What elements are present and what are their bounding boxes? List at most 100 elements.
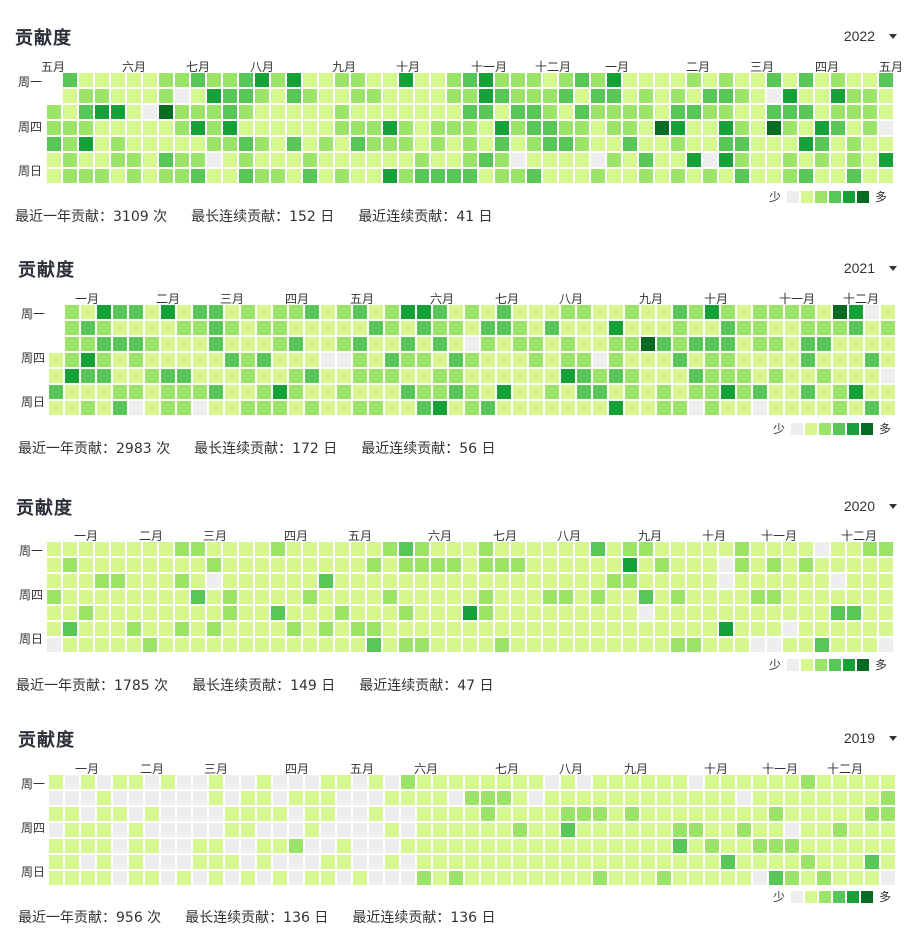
contribution-cell[interactable] (671, 638, 685, 652)
contribution-cell[interactable] (721, 385, 735, 399)
contribution-cell[interactable] (129, 871, 143, 885)
contribution-cell[interactable] (623, 153, 637, 167)
contribution-cell[interactable] (385, 839, 399, 853)
contribution-cell[interactable] (815, 574, 829, 588)
contribution-cell[interactable] (431, 638, 445, 652)
contribution-cell[interactable] (705, 305, 719, 319)
contribution-cell[interactable] (143, 622, 157, 636)
contribution-cell[interactable] (305, 807, 319, 821)
contribution-cell[interactable] (305, 401, 319, 415)
contribution-cell[interactable] (463, 574, 477, 588)
contribution-cell[interactable] (129, 775, 143, 789)
contribution-cell[interactable] (353, 791, 367, 805)
contribution-cell[interactable] (833, 385, 847, 399)
contribution-cell[interactable] (143, 590, 157, 604)
contribution-cell[interactable] (401, 791, 415, 805)
contribution-cell[interactable] (625, 353, 639, 367)
contribution-cell[interactable] (271, 121, 285, 135)
contribution-cell[interactable] (625, 839, 639, 853)
contribution-cell[interactable] (367, 121, 381, 135)
contribution-cell[interactable] (431, 590, 445, 604)
contribution-cell[interactable] (575, 105, 589, 119)
contribution-cell[interactable] (449, 855, 463, 869)
contribution-cell[interactable] (449, 337, 463, 351)
contribution-cell[interactable] (65, 823, 79, 837)
contribution-cell[interactable] (449, 807, 463, 821)
contribution-cell[interactable] (159, 622, 173, 636)
contribution-cell[interactable] (81, 321, 95, 335)
year-select[interactable]: 2019 (844, 730, 897, 746)
contribution-cell[interactable] (513, 775, 527, 789)
contribution-cell[interactable] (527, 590, 541, 604)
contribution-cell[interactable] (145, 855, 159, 869)
contribution-cell[interactable] (545, 823, 559, 837)
contribution-cell[interactable] (63, 137, 77, 151)
contribution-cell[interactable] (225, 823, 239, 837)
contribution-cell[interactable] (401, 855, 415, 869)
contribution-cell[interactable] (687, 542, 701, 556)
contribution-cell[interactable] (241, 871, 255, 885)
contribution-cell[interactable] (383, 73, 397, 87)
contribution-cell[interactable] (847, 606, 861, 620)
contribution-cell[interactable] (815, 73, 829, 87)
contribution-cell[interactable] (481, 353, 495, 367)
contribution-cell[interactable] (319, 638, 333, 652)
contribution-cell[interactable] (481, 807, 495, 821)
contribution-cell[interactable] (785, 305, 799, 319)
contribution-cell[interactable] (207, 89, 221, 103)
contribution-cell[interactable] (161, 871, 175, 885)
contribution-cell[interactable] (207, 137, 221, 151)
contribution-cell[interactable] (65, 807, 79, 821)
contribution-cell[interactable] (97, 353, 111, 367)
contribution-cell[interactable] (369, 791, 383, 805)
contribution-cell[interactable] (479, 606, 493, 620)
contribution-cell[interactable] (161, 305, 175, 319)
contribution-cell[interactable] (511, 574, 525, 588)
contribution-cell[interactable] (367, 169, 381, 183)
contribution-cell[interactable] (465, 791, 479, 805)
contribution-cell[interactable] (65, 855, 79, 869)
contribution-cell[interactable] (465, 401, 479, 415)
contribution-cell[interactable] (63, 542, 77, 556)
contribution-cell[interactable] (417, 791, 431, 805)
contribution-cell[interactable] (767, 73, 781, 87)
contribution-cell[interactable] (145, 839, 159, 853)
contribution-cell[interactable] (369, 775, 383, 789)
contribution-cell[interactable] (625, 337, 639, 351)
contribution-cell[interactable] (65, 401, 79, 415)
contribution-cell[interactable] (479, 137, 493, 151)
contribution-cell[interactable] (849, 775, 863, 789)
contribution-cell[interactable] (511, 105, 525, 119)
contribution-cell[interactable] (79, 590, 93, 604)
contribution-cell[interactable] (609, 369, 623, 383)
contribution-cell[interactable] (751, 590, 765, 604)
contribution-cell[interactable] (609, 871, 623, 885)
contribution-cell[interactable] (801, 807, 815, 821)
contribution-cell[interactable] (113, 871, 127, 885)
contribution-cell[interactable] (303, 169, 317, 183)
contribution-cell[interactable] (721, 369, 735, 383)
contribution-cell[interactable] (95, 105, 109, 119)
contribution-cell[interactable] (527, 105, 541, 119)
contribution-cell[interactable] (401, 337, 415, 351)
contribution-cell[interactable] (879, 169, 893, 183)
contribution-cell[interactable] (593, 855, 607, 869)
contribution-cell[interactable] (641, 775, 655, 789)
contribution-cell[interactable] (593, 385, 607, 399)
contribution-cell[interactable] (689, 871, 703, 885)
contribution-cell[interactable] (543, 73, 557, 87)
contribution-cell[interactable] (321, 321, 335, 335)
contribution-cell[interactable] (545, 321, 559, 335)
contribution-cell[interactable] (161, 369, 175, 383)
contribution-cell[interactable] (753, 775, 767, 789)
contribution-cell[interactable] (655, 121, 669, 135)
contribution-cell[interactable] (289, 337, 303, 351)
contribution-cell[interactable] (799, 137, 813, 151)
contribution-cell[interactable] (367, 542, 381, 556)
contribution-cell[interactable] (687, 137, 701, 151)
contribution-cell[interactable] (385, 791, 399, 805)
contribution-cell[interactable] (433, 823, 447, 837)
contribution-cell[interactable] (593, 791, 607, 805)
contribution-cell[interactable] (433, 855, 447, 869)
contribution-cell[interactable] (769, 385, 783, 399)
